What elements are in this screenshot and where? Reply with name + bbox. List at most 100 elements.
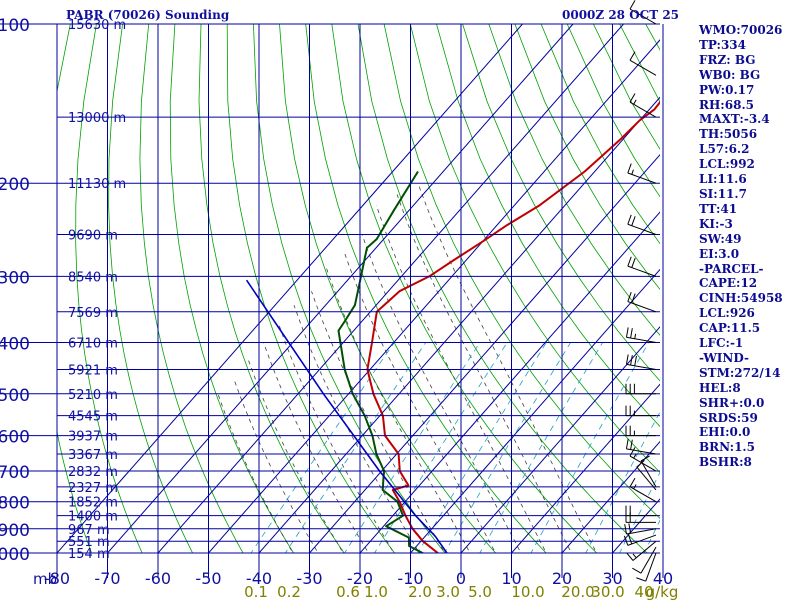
mixing-ratio-line xyxy=(250,342,395,553)
index-entry: STM:272/14 xyxy=(699,365,781,380)
mixing-ratio-line xyxy=(374,342,508,553)
index-entry: BSHR:8 xyxy=(699,455,752,470)
index-entry: BRN:1.5 xyxy=(699,440,755,455)
index-entry: TH:5056 xyxy=(699,127,758,142)
mixing-ratio-label: 30.0 xyxy=(591,583,624,600)
dry-adiabat xyxy=(488,24,660,336)
wind-barb xyxy=(629,477,657,503)
wind-barb xyxy=(636,460,657,491)
temperature-tick-label: -70 xyxy=(94,569,120,588)
pressure-unit-label: mb xyxy=(33,570,57,588)
temperature-tick-label: 0 xyxy=(456,569,466,588)
height-label: 4545 m xyxy=(68,410,118,425)
height-label: 8540 m xyxy=(68,270,118,285)
moist-adiabat xyxy=(293,305,420,553)
dewpoint-line xyxy=(337,170,425,553)
dry-adiabat xyxy=(108,24,194,553)
moist-adiabat xyxy=(263,342,370,553)
height-label: 7569 m xyxy=(68,306,118,321)
isotherm xyxy=(510,383,660,553)
height-label: 3367 m xyxy=(68,448,118,463)
moist-adiabat xyxy=(361,234,522,553)
temperature-tick-label: -80 xyxy=(44,569,70,588)
isotherm xyxy=(359,211,660,553)
height-label: 1400 m xyxy=(68,510,118,525)
moist-adiabat xyxy=(396,194,572,553)
height-label: 551 m xyxy=(68,535,110,550)
isotherm xyxy=(207,39,660,553)
mixing-ratio-line xyxy=(530,342,650,553)
wind-barb xyxy=(627,163,657,184)
height-label: 967 m xyxy=(68,523,110,538)
index-entry: EI:3.0 xyxy=(699,246,740,261)
isotherm xyxy=(57,24,523,553)
isotherm xyxy=(561,440,660,553)
mixing-ratio-label: 1.0 xyxy=(364,583,388,600)
moist-adiabat xyxy=(311,291,446,553)
dry-adiabat xyxy=(383,24,660,519)
index-entry: SHR+:0.0 xyxy=(699,395,765,410)
mixing-ratio-label: 3.0 xyxy=(436,583,460,600)
wind-barb xyxy=(623,534,657,546)
pressure-tick-label: 600 xyxy=(0,428,30,448)
index-entry: HEL:8 xyxy=(699,380,741,395)
wind-barb xyxy=(625,405,656,417)
height-label: 1852 m xyxy=(68,496,118,511)
height-label: 154 m xyxy=(68,547,110,562)
wind-barb xyxy=(629,51,657,76)
pressure-tick-label: 200 xyxy=(0,175,30,195)
pressure-tick-label: 900 xyxy=(0,521,30,541)
wind-barb xyxy=(629,93,657,118)
plot-area xyxy=(57,24,660,553)
index-entry: PW:0.17 xyxy=(699,82,755,97)
chart-datetime: 0000Z 28 OCT 25 xyxy=(562,8,680,22)
temperature-tick-label: 40 xyxy=(653,569,673,588)
index-entry: TP:334 xyxy=(699,37,747,52)
isotherm xyxy=(106,24,574,553)
isotherm xyxy=(157,24,624,553)
index-entry: LI:11.6 xyxy=(699,172,747,187)
height-label: 5921 m xyxy=(68,364,118,379)
mixing-ratio-line xyxy=(619,471,660,553)
temperature-tick-label: 20 xyxy=(552,569,572,588)
wind-barb xyxy=(627,214,657,235)
dry-adiabat xyxy=(139,24,244,553)
temperature-tick-label: -20 xyxy=(347,569,373,588)
dry-adiabat xyxy=(169,24,295,553)
index-entry: -WIND- xyxy=(699,350,749,365)
wind-barb xyxy=(629,447,657,472)
pressure-tick-label: 100 xyxy=(0,16,30,36)
wind-barb xyxy=(625,505,656,517)
wind-barb xyxy=(627,291,657,313)
mixing-ratio-label: 0.2 xyxy=(277,583,301,600)
wind-barb xyxy=(625,354,657,371)
isotherm xyxy=(308,153,660,553)
mixing-ratio-label: 0.6 xyxy=(336,583,360,600)
moist-adiabat xyxy=(278,324,395,553)
pressure-tick-label: 700 xyxy=(0,463,30,483)
index-entry: MAXT:-3.4 xyxy=(699,112,770,127)
index-entry: RH:68.5 xyxy=(699,97,754,112)
mixing-ratio-label: 10.0 xyxy=(511,583,544,600)
temperature-tick-label: 30 xyxy=(602,569,622,588)
temperature-line xyxy=(366,100,660,553)
dry-adiabat xyxy=(198,24,345,553)
indices-panel: WMO:70026 TP:334 FRZ: BG WB0: BG PW:0.17 RH:6… xyxy=(699,23,799,470)
height-label: 6710 m xyxy=(68,336,118,351)
mixing-ratio-label: 2.0 xyxy=(408,583,432,600)
dry-adiabat xyxy=(436,24,660,428)
wind-barb xyxy=(632,546,657,574)
isotherm xyxy=(460,326,660,553)
wind-barb xyxy=(625,327,657,343)
wind-barb xyxy=(625,383,656,395)
index-entry: WMO:70026 xyxy=(699,23,783,37)
height-label: 3937 m xyxy=(68,430,118,445)
index-entry: TT:41 xyxy=(699,201,738,216)
index-entry: WB0: BG xyxy=(699,67,761,82)
height-label: 13000 m xyxy=(68,111,126,126)
parcel-line xyxy=(245,279,448,553)
wind-barb xyxy=(624,523,657,535)
mixing-ratio-label: 20.0 xyxy=(561,583,594,600)
chart-title: PABR (70026) Sounding xyxy=(66,8,230,22)
